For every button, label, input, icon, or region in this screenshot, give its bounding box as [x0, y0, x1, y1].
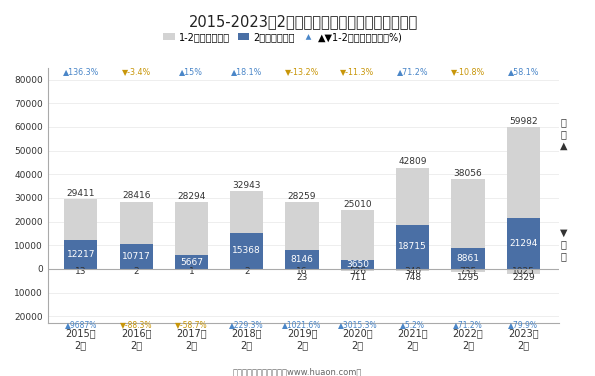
Text: 28294: 28294 [177, 192, 206, 201]
Text: 42809: 42809 [399, 158, 427, 166]
Text: 2: 2 [133, 267, 139, 276]
Text: ▲9687%: ▲9687% [65, 320, 97, 329]
Text: ▼-11.3%: ▼-11.3% [340, 67, 374, 76]
Text: 526: 526 [349, 267, 366, 276]
Text: ▲3015.3%: ▲3015.3% [337, 320, 377, 329]
Bar [452, 269, 484, 272]
Text: 25010: 25010 [343, 200, 372, 209]
Text: ▲136.3%: ▲136.3% [62, 67, 99, 76]
Bar [396, 224, 430, 269]
Bar [175, 256, 208, 269]
Text: 5667: 5667 [180, 258, 203, 267]
Text: ▲58.1%: ▲58.1% [508, 67, 539, 76]
Text: 1025: 1025 [512, 267, 535, 276]
Bar [507, 269, 540, 274]
Text: 711: 711 [349, 273, 366, 282]
Text: 8861: 8861 [456, 254, 480, 263]
Text: ▼-58.7%: ▼-58.7% [175, 320, 208, 329]
Bar [341, 210, 374, 269]
Text: ▼-3.4%: ▼-3.4% [121, 67, 151, 76]
Text: 出
口
▲: 出 口 ▲ [560, 118, 568, 151]
Text: ▲5.2%: ▲5.2% [400, 320, 425, 329]
Text: 12217: 12217 [67, 250, 95, 259]
Text: ▲229.3%: ▲229.3% [230, 320, 264, 329]
Text: ▲79.9%: ▲79.9% [508, 320, 538, 329]
Text: ▼-10.8%: ▼-10.8% [451, 67, 485, 76]
Text: ▼-88.3%: ▼-88.3% [120, 320, 152, 329]
Text: 32943: 32943 [233, 181, 261, 190]
Text: 13: 13 [75, 267, 86, 276]
Text: 1: 1 [189, 267, 195, 276]
Bar [341, 269, 374, 271]
Text: ▲15%: ▲15% [180, 67, 203, 76]
Title: 2015-2023年2月中国与吉布提进、出口商品总值: 2015-2023年2月中国与吉布提进、出口商品总值 [189, 14, 418, 29]
Text: 28416: 28416 [122, 191, 151, 200]
Bar [507, 127, 540, 269]
Text: 1295: 1295 [456, 273, 480, 282]
Bar [452, 248, 484, 269]
Bar [230, 191, 264, 269]
Text: ▲71.2%: ▲71.2% [453, 320, 483, 329]
Text: ▼
进
口: ▼ 进 口 [560, 227, 568, 261]
Bar [396, 269, 430, 271]
Text: 15368: 15368 [233, 246, 261, 255]
Bar [507, 218, 540, 269]
Text: 2329: 2329 [512, 273, 535, 282]
Text: 18715: 18715 [398, 242, 427, 251]
Text: ▲71.2%: ▲71.2% [397, 67, 428, 76]
Bar [341, 260, 374, 269]
Bar [230, 232, 264, 269]
Bar [120, 244, 153, 269]
Text: 8146: 8146 [290, 255, 314, 264]
Text: 28259: 28259 [288, 192, 317, 201]
Bar [120, 202, 153, 269]
Bar [175, 202, 208, 269]
Text: 340: 340 [404, 267, 421, 276]
Text: 21294: 21294 [509, 239, 537, 248]
Bar [64, 240, 98, 269]
Text: 38056: 38056 [453, 168, 483, 177]
Text: ▲18.1%: ▲18.1% [231, 67, 262, 76]
Text: 59982: 59982 [509, 117, 538, 126]
Bar [286, 202, 319, 269]
Text: 29411: 29411 [67, 189, 95, 198]
Text: 10717: 10717 [122, 252, 151, 261]
Bar [396, 168, 430, 269]
Bar [286, 250, 319, 269]
Text: 制图：华经产业研究院（www.huaon.com）: 制图：华经产业研究院（www.huaon.com） [233, 367, 362, 376]
Legend: 1-2月（万美元）, 2月（万美元）, ▲▼1-2月同比增长率（%): 1-2月（万美元）, 2月（万美元）, ▲▼1-2月同比增长率（%) [159, 28, 407, 45]
Text: 23: 23 [296, 273, 308, 282]
Text: ▼-13.2%: ▼-13.2% [285, 67, 320, 76]
Bar [64, 199, 98, 269]
Text: 16: 16 [296, 267, 308, 276]
Bar [452, 179, 484, 269]
Text: 735: 735 [459, 267, 477, 276]
Text: 748: 748 [404, 273, 421, 282]
Text: 2: 2 [244, 267, 249, 276]
Text: 3650: 3650 [346, 260, 369, 269]
Text: ▲1021.6%: ▲1021.6% [283, 320, 322, 329]
